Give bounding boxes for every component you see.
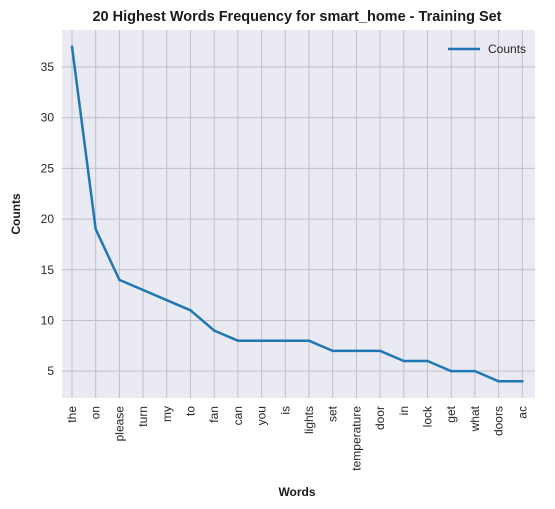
x-tick-label: my xyxy=(160,406,174,422)
data-point xyxy=(260,339,263,342)
x-tick-label: doors xyxy=(492,406,506,436)
x-tick-label: the xyxy=(65,406,79,423)
y-axis-ticks: 5 10 15 20 25 30 35 xyxy=(41,60,55,378)
x-axis-ticks: the on please turn my to fan can you is lights set t… xyxy=(65,405,529,471)
plot-area xyxy=(62,30,535,398)
data-point xyxy=(307,339,311,342)
data-point xyxy=(118,278,121,282)
x-tick-label: ac xyxy=(515,406,529,419)
y-tick-label: 35 xyxy=(41,60,55,74)
x-tick-label: please xyxy=(112,406,126,442)
x-tick-label: to xyxy=(184,406,198,416)
x-tick-label: door xyxy=(373,406,387,430)
data-point xyxy=(426,359,429,363)
x-tick-label: get xyxy=(444,405,458,422)
y-tick-label: 25 xyxy=(41,161,55,175)
y-tick-label: 10 xyxy=(41,313,55,327)
x-tick-label: turn xyxy=(136,406,150,427)
x-tick-label: on xyxy=(89,406,103,419)
x-tick-label: can xyxy=(231,406,245,425)
data-point xyxy=(402,359,405,363)
chart-title: 20 Highest Words Frequency for smart_hom… xyxy=(92,9,501,25)
data-point xyxy=(189,309,192,312)
data-point xyxy=(236,339,240,342)
x-tick-label: lock xyxy=(421,405,435,427)
data-point xyxy=(497,380,500,383)
y-axis-label: Counts xyxy=(9,193,23,235)
data-point xyxy=(450,369,453,373)
data-point xyxy=(331,349,334,353)
data-point xyxy=(141,288,145,292)
data-point xyxy=(213,329,216,332)
x-tick-label: fan xyxy=(207,406,221,423)
x-tick-label: is xyxy=(278,406,292,415)
data-point xyxy=(355,349,358,353)
grid-lines xyxy=(62,30,535,398)
x-tick-label: set xyxy=(326,405,340,422)
series-layer xyxy=(70,45,524,383)
data-point xyxy=(70,45,74,48)
x-tick-label: in xyxy=(397,406,411,415)
data-point xyxy=(284,339,287,342)
x-tick-label: you xyxy=(255,406,269,425)
legend-label: Counts xyxy=(488,42,526,56)
y-tick-label: 20 xyxy=(41,212,55,226)
data-point xyxy=(521,380,524,383)
data-point xyxy=(473,369,477,373)
y-tick-label: 30 xyxy=(41,111,55,125)
data-point xyxy=(378,349,382,353)
x-tick-label: temperature xyxy=(349,406,363,471)
legend: Counts xyxy=(448,42,526,56)
y-tick-label: 5 xyxy=(47,364,54,378)
y-tick-label: 15 xyxy=(41,263,55,277)
data-point xyxy=(165,299,168,302)
x-tick-label: what xyxy=(468,405,482,432)
x-axis-label: Words xyxy=(278,485,315,499)
data-point xyxy=(94,228,97,231)
x-tick-label: lights xyxy=(302,406,316,434)
series-line xyxy=(70,45,524,383)
